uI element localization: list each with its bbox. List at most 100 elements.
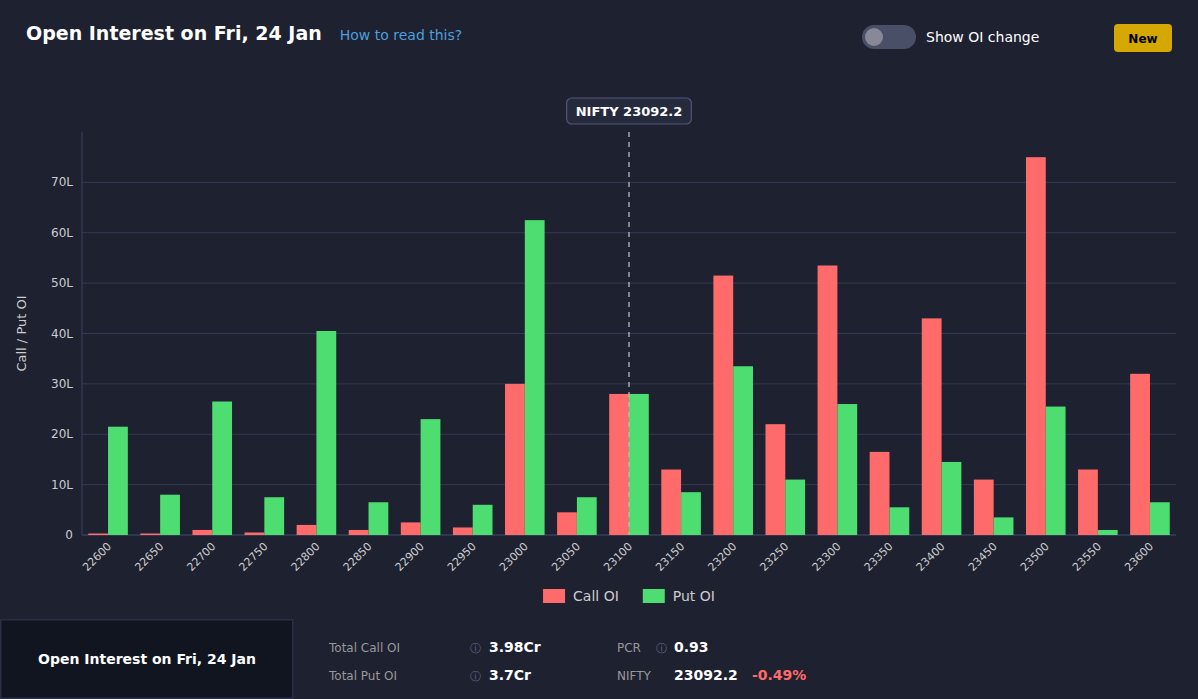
y-axis-label: Call / Put OI bbox=[14, 295, 29, 371]
bar bbox=[922, 318, 942, 535]
bar bbox=[160, 495, 180, 535]
bar bbox=[994, 517, 1014, 535]
bar bbox=[349, 530, 369, 535]
bar bbox=[818, 265, 838, 535]
stat-value: 3.7Cr bbox=[489, 667, 531, 683]
y-tick-label: 40L bbox=[51, 327, 73, 341]
bar bbox=[88, 533, 108, 535]
y-axis-line bbox=[82, 132, 83, 535]
legend: Call OI Put OI bbox=[543, 588, 715, 604]
x-tick-label: 23300 bbox=[810, 540, 844, 574]
bar bbox=[942, 462, 962, 535]
footer-panel bbox=[1, 620, 293, 699]
toggle bbox=[862, 25, 916, 49]
bar bbox=[264, 497, 284, 535]
y-tick-label: 60L bbox=[51, 226, 73, 240]
bar bbox=[629, 394, 649, 535]
info-icon: ⓘ bbox=[656, 642, 667, 655]
bar bbox=[473, 505, 493, 535]
bar bbox=[297, 525, 317, 535]
y-tick-label: 70L bbox=[51, 175, 73, 189]
background bbox=[0, 0, 1198, 699]
x-tick-label: 22800 bbox=[289, 540, 323, 574]
bar bbox=[889, 507, 909, 535]
title: Open Interest on Fri, 24 Jan bbox=[26, 22, 322, 44]
x-tick-label: 23250 bbox=[757, 540, 791, 574]
bar bbox=[577, 497, 597, 535]
x-tick-label: 23500 bbox=[1018, 540, 1052, 574]
bar bbox=[974, 480, 994, 535]
bar bbox=[713, 276, 733, 535]
bar bbox=[421, 419, 441, 535]
stat-label: PCR bbox=[617, 641, 641, 655]
x-tick-label: 23150 bbox=[653, 540, 687, 574]
bar bbox=[453, 527, 473, 535]
x-tick-label: 22850 bbox=[341, 540, 375, 574]
bar bbox=[1078, 470, 1098, 535]
bar bbox=[525, 220, 545, 535]
x-tick-label: 23050 bbox=[549, 540, 583, 574]
bar bbox=[1130, 374, 1150, 535]
x-tick-label: 23550 bbox=[1070, 540, 1104, 574]
info-icon: ⓘ bbox=[470, 670, 481, 683]
x-tick-label: 22650 bbox=[132, 540, 166, 574]
bar bbox=[870, 452, 890, 535]
bar bbox=[245, 532, 265, 535]
footer-title: Open Interest on Fri, 24 Jan bbox=[38, 651, 256, 667]
bar bbox=[785, 480, 805, 535]
subtitle: How to read this? bbox=[340, 27, 462, 43]
toggle-label: Show OI change bbox=[926, 29, 1039, 45]
stat-label: Total Put OI bbox=[328, 669, 397, 683]
stat-label: Total Call OI bbox=[328, 641, 400, 655]
x-tick-label: 23400 bbox=[914, 540, 948, 574]
stat-label: NIFTY bbox=[617, 669, 652, 683]
bar bbox=[557, 512, 577, 535]
legend-swatch bbox=[543, 589, 565, 603]
bar bbox=[401, 522, 421, 535]
y-tick-label: 10L bbox=[51, 478, 73, 492]
bar bbox=[140, 533, 160, 535]
legend-label: Put OI bbox=[673, 588, 715, 604]
bar bbox=[661, 470, 681, 535]
bar bbox=[1046, 407, 1066, 535]
bar bbox=[733, 366, 753, 535]
x-tick-label: 23200 bbox=[705, 540, 739, 574]
legend-label: Call OI bbox=[573, 588, 619, 604]
bar bbox=[1026, 157, 1046, 535]
badge bbox=[1114, 24, 1172, 52]
info-icon: ⓘ bbox=[470, 642, 481, 655]
x-tick-label: 23000 bbox=[497, 540, 531, 574]
x-tick-label: 22600 bbox=[80, 540, 114, 574]
chart: 0 10L 20L 30L 40L 50L 60L 70L Call / Put OI 22600… bbox=[0, 0, 1198, 699]
y-tick-label: 30L bbox=[51, 377, 73, 391]
bar bbox=[609, 394, 629, 535]
bar bbox=[765, 424, 785, 535]
y-tick-label: 50L bbox=[51, 276, 73, 290]
x-tick-label: 22900 bbox=[393, 540, 427, 574]
x-tick-label: 23350 bbox=[862, 540, 896, 574]
bar bbox=[108, 427, 128, 535]
bar bbox=[192, 530, 212, 535]
bar bbox=[505, 384, 525, 535]
nifty-label: NIFTY 23092.2 bbox=[576, 104, 683, 119]
stat-value: -0.49% bbox=[752, 667, 806, 683]
bar bbox=[369, 502, 389, 535]
legend-swatch bbox=[643, 589, 665, 603]
y-tick-label: 20L bbox=[51, 427, 73, 441]
x-tick-label: 22950 bbox=[445, 540, 479, 574]
bar bbox=[1150, 502, 1170, 535]
x-tick-label: 22750 bbox=[237, 540, 271, 574]
stat-value: 23092.2 bbox=[674, 667, 738, 683]
bar bbox=[212, 402, 232, 535]
toggle-knob bbox=[865, 28, 883, 46]
bar bbox=[316, 331, 336, 535]
bar bbox=[837, 404, 857, 535]
x-tick-label: 22700 bbox=[184, 540, 218, 574]
nifty-label-box bbox=[567, 98, 692, 124]
y-tick-label: 0 bbox=[65, 528, 73, 542]
x-tick-label: 23600 bbox=[1122, 540, 1156, 574]
bar bbox=[681, 492, 701, 535]
badge-label: New bbox=[1128, 32, 1157, 46]
bar bbox=[1098, 530, 1118, 535]
x-tick-label: 23450 bbox=[966, 540, 1000, 574]
